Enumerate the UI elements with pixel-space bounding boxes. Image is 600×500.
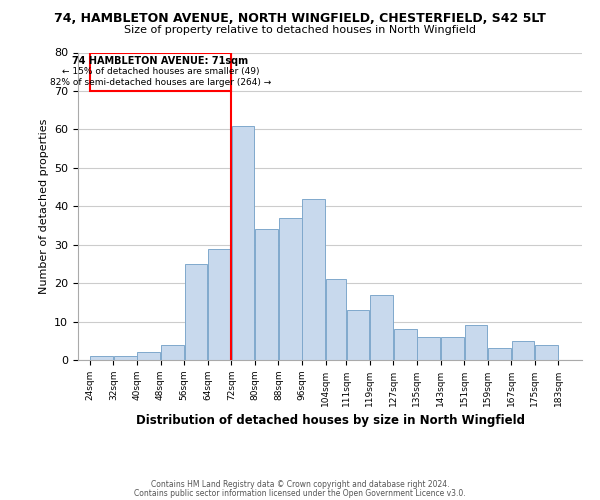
Text: Contains public sector information licensed under the Open Government Licence v3: Contains public sector information licen… <box>134 490 466 498</box>
Bar <box>302 198 325 360</box>
Bar <box>394 329 416 360</box>
Bar <box>232 126 254 360</box>
Bar <box>185 264 207 360</box>
Bar <box>535 344 558 360</box>
Bar <box>90 356 113 360</box>
Text: 74, HAMBLETON AVENUE, NORTH WINGFIELD, CHESTERFIELD, S42 5LT: 74, HAMBLETON AVENUE, NORTH WINGFIELD, C… <box>54 12 546 26</box>
X-axis label: Distribution of detached houses by size in North Wingfield: Distribution of detached houses by size … <box>136 414 524 428</box>
Text: ← 15% of detached houses are smaller (49): ← 15% of detached houses are smaller (49… <box>62 67 259 76</box>
Bar <box>279 218 302 360</box>
Text: Contains HM Land Registry data © Crown copyright and database right 2024.: Contains HM Land Registry data © Crown c… <box>151 480 449 489</box>
Bar <box>512 341 535 360</box>
Bar <box>137 352 160 360</box>
Text: 74 HAMBLETON AVENUE: 71sqm: 74 HAMBLETON AVENUE: 71sqm <box>73 56 248 66</box>
Bar <box>347 310 370 360</box>
Bar <box>161 344 184 360</box>
Y-axis label: Number of detached properties: Number of detached properties <box>38 118 49 294</box>
Bar <box>488 348 511 360</box>
Bar <box>114 356 137 360</box>
Text: Size of property relative to detached houses in North Wingfield: Size of property relative to detached ho… <box>124 25 476 35</box>
Bar <box>208 248 231 360</box>
Bar <box>464 326 487 360</box>
Bar <box>418 337 440 360</box>
Text: 82% of semi-detached houses are larger (264) →: 82% of semi-detached houses are larger (… <box>50 78 271 87</box>
Bar <box>326 280 346 360</box>
Bar <box>370 294 393 360</box>
Bar <box>90 52 231 91</box>
Bar <box>441 337 464 360</box>
Bar <box>255 230 278 360</box>
